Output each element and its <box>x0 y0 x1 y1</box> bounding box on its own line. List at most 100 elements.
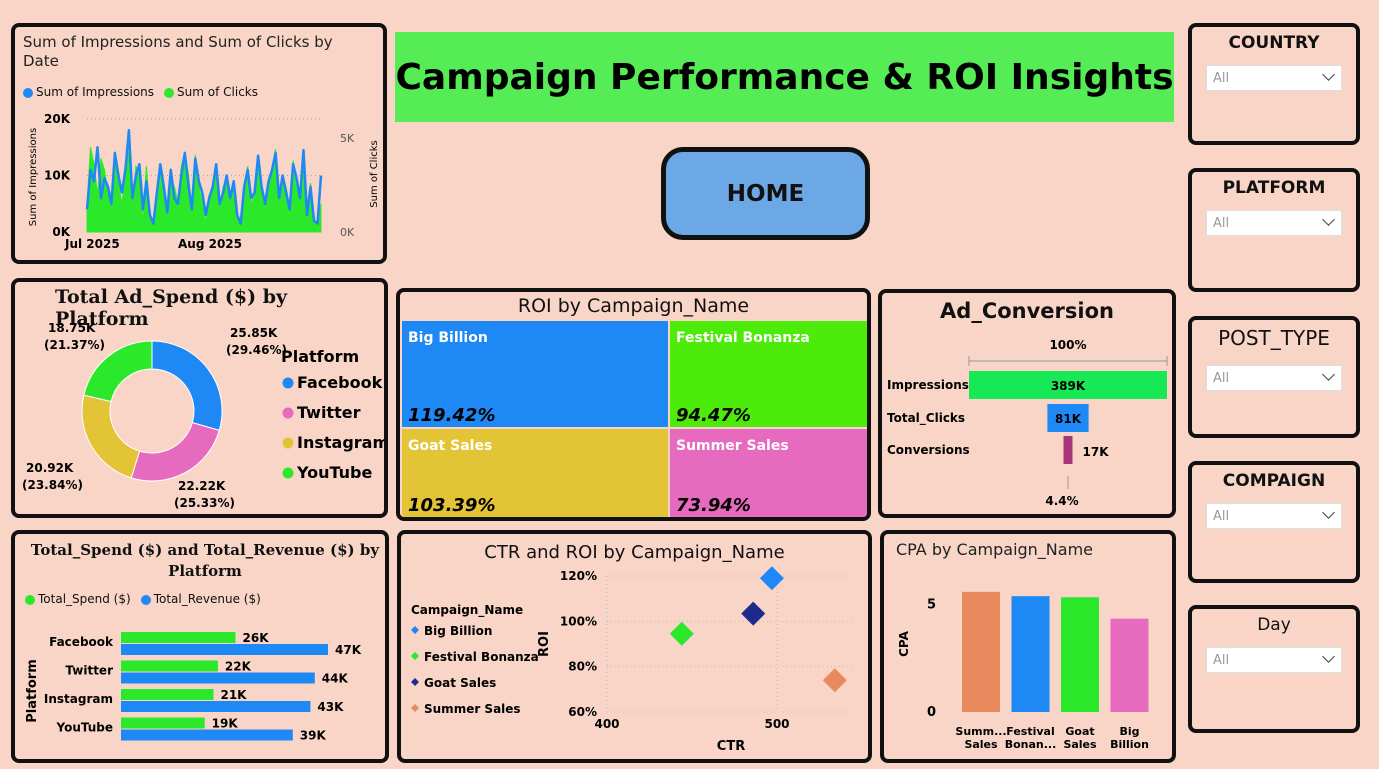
cpa-bar <box>1110 618 1149 712</box>
scatter-legend-item: Summer Sales <box>424 702 521 716</box>
impressions-series <box>85 129 323 225</box>
revenue-value-label: 47K <box>335 643 362 657</box>
category-label: Instagram <box>44 692 113 706</box>
scatter-legend-item: Big Billion <box>424 624 492 638</box>
cpa-title: CPA by Campaign_Name <box>896 540 1094 559</box>
slice-value-label: 25.85K <box>230 326 278 340</box>
donut-chart: 25.85K (29.46%) 22.22K (25.33%) 20.92K (23.84… <box>22 321 384 510</box>
slicer-compaign-title: COMPAIGN <box>1222 471 1326 491</box>
chevron-down-icon <box>1322 650 1335 663</box>
slice-value-label: 22.22K <box>178 479 226 493</box>
y-tick-label: 0 <box>927 705 936 720</box>
post-type-dropdown[interactable]: All <box>1206 365 1342 391</box>
y2-tick-label: 0K <box>340 226 355 239</box>
slicer-country-title: COUNTRY <box>1228 33 1320 53</box>
funnel-bar-impressions <box>969 371 1167 399</box>
revenue-bar <box>121 729 293 741</box>
compaign-dropdown[interactable]: All <box>1206 503 1342 529</box>
category-label: Big <box>1119 725 1139 738</box>
donut-title: Total Ad_Spend ($) by Platform <box>55 286 288 330</box>
y-tick-label: 120% <box>560 569 597 583</box>
day-dropdown[interactable]: All <box>1206 647 1342 673</box>
slice-value-label: 20.92K <box>26 461 74 475</box>
ctr-roi-panel: CTR and ROI by Campaign_Name 60% 80% 100% 1… <box>397 530 872 763</box>
dashboard-title-banner: Campaign Performance & ROI Insights <box>395 32 1174 122</box>
chevron-down-icon <box>1322 213 1335 226</box>
home-button[interactable]: HOME <box>661 147 870 240</box>
spend-bar <box>121 717 205 729</box>
dashboard-title: Campaign Performance & ROI Insights <box>395 56 1174 98</box>
legend-marker <box>282 467 294 479</box>
funnel-top-pct: 100% <box>1049 338 1086 352</box>
legend-marker <box>411 678 419 686</box>
category-label: Sales <box>964 738 998 751</box>
cpa-panel: CPA by Campaign_Name 0 5 CPA Summ... Sales Fe… <box>880 530 1176 763</box>
funnel-value-label: 389K <box>1051 379 1086 393</box>
scatter-legend-item: Goat Sales <box>424 676 496 690</box>
spend-bar <box>121 632 236 643</box>
treemap-cell-value: 94.47% <box>676 405 751 426</box>
treemap-cell <box>670 321 867 427</box>
category-label: Bonan... <box>1005 738 1057 751</box>
treemap-cell-name: Festival Bonanza <box>676 330 810 346</box>
y-axis-label: CPA <box>897 630 911 657</box>
funnel-bar-conversions <box>1063 436 1073 464</box>
chevron-down-icon <box>1322 506 1335 519</box>
legend-marker <box>282 377 294 389</box>
scatter-point-big-billion <box>759 566 784 591</box>
legend-marker <box>282 407 294 419</box>
slicer-platform: PLATFORM All <box>1188 168 1360 292</box>
country-dropdown[interactable]: All <box>1206 65 1342 91</box>
revenue-value-label: 39K <box>300 729 327 743</box>
legend-marker <box>411 652 419 660</box>
x-tick-label: 500 <box>764 717 789 731</box>
ad-conversion-panel: Ad_Conversion 100% Impressions 389K Total_C… <box>878 289 1176 518</box>
y2-tick-label: 5K <box>340 132 355 145</box>
treemap-cell-value: 119.42% <box>408 405 496 426</box>
donut-slice-twitter <box>130 422 220 482</box>
x-tick-label: Jul 2025 <box>64 237 120 251</box>
funnel-bar-total_clicks <box>1047 404 1089 432</box>
home-button-label: HOME <box>726 180 805 207</box>
donut-slice-youtube <box>83 340 153 403</box>
line-chart-title: Sum of Impressions and Sum of Clicks by … <box>23 33 333 70</box>
y-tick-label: 10K <box>44 169 71 183</box>
legend-item-twitter: Twitter <box>297 403 361 422</box>
treemap-cell-name: Goat Sales <box>408 438 492 454</box>
donut-legend-title: Platform <box>281 347 359 366</box>
legend-total-revenue: Total_Revenue ($) <box>153 592 261 606</box>
slicer-country: COUNTRY All <box>1188 23 1360 145</box>
slice-value-label: 18.75K <box>48 321 96 335</box>
category-label: Twitter <box>65 664 113 678</box>
impressions-clicks-panel: Sum of Impressions and Sum of Clicks by … <box>11 23 387 264</box>
y2-axis-label: Sum of Clicks <box>369 140 380 207</box>
x-tick-label: 400 <box>594 717 619 731</box>
slicer-post-type-title: POST_TYPE <box>1218 326 1330 350</box>
legend-item-facebook: Facebook <box>297 373 383 392</box>
donut-slice-facebook <box>151 340 223 431</box>
slice-pct-label: (23.84%) <box>22 478 83 492</box>
x-axis-label: CTR <box>717 739 745 754</box>
cpa-bar <box>962 591 1000 712</box>
funnel-stage-label: Total_Clicks <box>887 411 965 426</box>
category-label: YouTube <box>55 721 113 735</box>
category-label: Summ... <box>955 725 1006 738</box>
spend-revenue-title: Total_Spend ($) and Total_Revenue ($) by… <box>30 541 380 580</box>
funnel-stage-label: Conversions <box>887 443 970 457</box>
legend-total-spend: Total_Spend ($) <box>38 592 131 606</box>
revenue-bar <box>121 701 311 712</box>
platform-dropdown[interactable]: All <box>1206 210 1342 236</box>
treemap-cell-value: 103.39% <box>408 495 496 516</box>
slice-pct-label: (29.46%) <box>226 343 287 357</box>
category-label: Goat <box>1065 725 1094 738</box>
scatter-point-festival-bonanza <box>669 621 694 646</box>
category-label: Sales <box>1063 738 1097 751</box>
legend-marker <box>282 437 294 449</box>
treemap-cell-name: Big Billion <box>408 330 488 346</box>
legend-marker <box>411 704 419 712</box>
treemap-cell <box>402 321 668 427</box>
y-tick-label: 80% <box>568 660 597 674</box>
legend-item-instagram: Instagram <box>297 433 384 452</box>
spend-bar <box>121 689 214 700</box>
spend-value-label: 22K <box>225 660 252 674</box>
